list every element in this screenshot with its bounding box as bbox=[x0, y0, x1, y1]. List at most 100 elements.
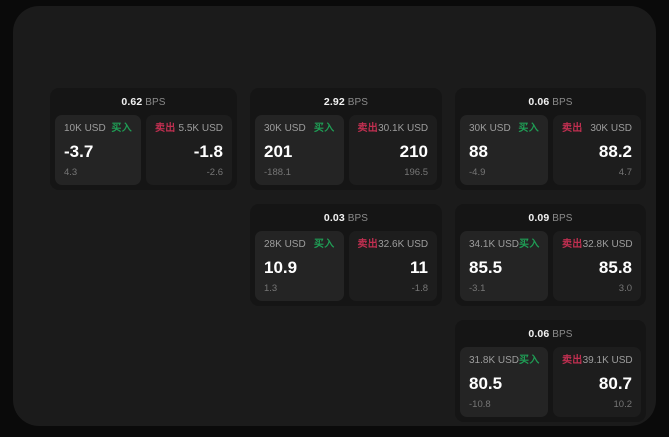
pane-pair: 28K USD 买入 10.9 1.3 卖出 32.6K USD 11 -1.8 bbox=[255, 231, 437, 301]
sell-price-value: 210 bbox=[399, 141, 428, 161]
bps-unit-label: BPS bbox=[347, 213, 369, 224]
bps-value: 2.92 bbox=[323, 96, 345, 108]
buy-delta-value: -188.1 bbox=[264, 167, 291, 178]
buy-size-label: 30K USD bbox=[264, 123, 306, 134]
pane-pair: 10K USD 买入 -3.7 4.3 卖出 5.5K USD -1.8 -2.6 bbox=[55, 115, 232, 185]
sell-pane[interactable]: 卖出 5.5K USD -1.8 -2.6 bbox=[146, 115, 232, 185]
bps-value: 0.09 bbox=[528, 212, 550, 224]
pane-header-row: 卖出 32.6K USD bbox=[358, 239, 429, 251]
sell-delta-value: 3.0 bbox=[618, 283, 632, 294]
buy-delta-value: -10.8 bbox=[469, 399, 491, 410]
sell-side-tag[interactable]: 卖出 bbox=[562, 123, 583, 134]
pane-header-row: 31.8K USD 买入 bbox=[469, 355, 539, 367]
buy-side-tag[interactable]: 买入 bbox=[519, 239, 540, 250]
quote-card[interactable]: 0.09 BPS 34.1K USD 买入 85.5 -3.1 卖出 32.8K USD 85.… bbox=[455, 204, 646, 306]
pane-header-row: 卖出 39.1K USD bbox=[562, 355, 633, 367]
buy-delta-value: 4.3 bbox=[64, 167, 78, 178]
bps-header: 2.92 BPS bbox=[255, 94, 437, 110]
sell-pane[interactable]: 卖出 30.1K USD 210 196.5 bbox=[348, 115, 437, 185]
pane-header-row: 34.1K USD 买入 bbox=[469, 239, 539, 251]
buy-pane[interactable]: 30K USD 买入 201 -188.1 bbox=[255, 115, 344, 185]
bps-value: 0.62 bbox=[121, 96, 143, 108]
sell-price-value: 11 bbox=[410, 257, 428, 277]
pane-pair: 30K USD 买入 201 -188.1 卖出 30.1K USD 210 196.5 bbox=[255, 115, 437, 185]
bps-value: 0.03 bbox=[323, 212, 345, 224]
pane-header-row: 30K USD 买入 bbox=[264, 123, 335, 135]
pane-pair: 30K USD 买入 88 -4.9 卖出 30K USD 88.2 4.7 bbox=[460, 115, 641, 185]
buy-price-value: 201 bbox=[264, 141, 293, 161]
bps-header: 0.09 BPS bbox=[460, 210, 641, 226]
sell-side-tag[interactable]: 卖出 bbox=[357, 123, 379, 134]
buy-pane[interactable]: 28K USD 买入 10.9 1.3 bbox=[255, 231, 344, 301]
pane-header-row: 卖出 30.1K USD bbox=[358, 123, 429, 135]
sell-size-label: 32.6K USD bbox=[378, 239, 429, 250]
buy-side-tag[interactable]: 买入 bbox=[519, 355, 540, 366]
buy-side-tag[interactable]: 买入 bbox=[518, 123, 539, 134]
bps-header: 0.03 BPS bbox=[255, 210, 437, 226]
pane-header-row: 28K USD 买入 bbox=[264, 239, 335, 251]
bps-header: 0.62 BPS bbox=[55, 94, 232, 110]
quote-card[interactable]: 0.06 BPS 31.8K USD 买入 80.5 -10.8 卖出 39.1K USD 80… bbox=[455, 320, 646, 422]
buy-side-tag[interactable]: 买入 bbox=[111, 123, 132, 134]
sell-size-label: 39.1K USD bbox=[582, 355, 633, 366]
sell-side-tag[interactable]: 卖出 bbox=[155, 123, 176, 134]
sell-pane[interactable]: 卖出 39.1K USD 80.7 10.2 bbox=[553, 347, 641, 417]
column-1: 0.62 BPS 10K USD 买入 -3.7 4.3 卖出 5.5K USD -1.8 -2.… bbox=[50, 88, 237, 190]
bps-unit-label: BPS bbox=[552, 213, 573, 224]
buy-price-value: -3.7 bbox=[64, 141, 94, 161]
sell-delta-value: -1.8 bbox=[411, 283, 428, 294]
sell-delta-value: 4.7 bbox=[618, 167, 632, 178]
quote-card[interactable]: 2.92 BPS 30K USD 买入 201 -188.1 卖出 30.1K USD 210 1… bbox=[250, 88, 442, 190]
pane-header-row: 卖出 32.8K USD bbox=[562, 239, 633, 251]
bps-value: 0.06 bbox=[528, 328, 550, 340]
quote-card-grid: 0.62 BPS 10K USD 买入 -3.7 4.3 卖出 5.5K USD -1.8 -2.… bbox=[50, 88, 650, 422]
pane-pair: 31.8K USD 买入 80.5 -10.8 卖出 39.1K USD 80.7 10.2 bbox=[460, 347, 641, 417]
bps-value: 0.06 bbox=[528, 96, 550, 108]
buy-pane[interactable]: 31.8K USD 买入 80.5 -10.8 bbox=[460, 347, 548, 417]
sell-delta-value: 10.2 bbox=[613, 399, 633, 410]
buy-delta-value: -3.1 bbox=[469, 283, 486, 294]
column-3: 0.06 BPS 30K USD 买入 88 -4.9 卖出 30K USD 88.2 4.7 0.… bbox=[455, 88, 646, 422]
pane-header-row: 30K USD 买入 bbox=[469, 123, 539, 135]
bps-unit-label: BPS bbox=[552, 329, 573, 340]
bps-header: 0.06 BPS bbox=[460, 94, 641, 110]
buy-pane[interactable]: 10K USD 买入 -3.7 4.3 bbox=[55, 115, 141, 185]
sell-size-label: 32.8K USD bbox=[582, 239, 633, 250]
pane-pair: 34.1K USD 买入 85.5 -3.1 卖出 32.8K USD 85.8 3.0 bbox=[460, 231, 641, 301]
sell-price-value: 88.2 bbox=[598, 141, 632, 161]
buy-delta-value: -4.9 bbox=[469, 167, 486, 178]
sell-pane[interactable]: 卖出 30K USD 88.2 4.7 bbox=[553, 115, 641, 185]
column-2: 2.92 BPS 30K USD 买入 201 -188.1 卖出 30.1K USD 210 1… bbox=[250, 88, 442, 306]
buy-side-tag[interactable]: 买入 bbox=[313, 239, 335, 250]
pane-header-row: 卖出 30K USD bbox=[562, 123, 632, 135]
buy-price-value: 88 bbox=[469, 141, 488, 161]
quote-board-surface: 0.62 BPS 10K USD 买入 -3.7 4.3 卖出 5.5K USD -1.8 -2.… bbox=[13, 6, 656, 426]
buy-pane[interactable]: 34.1K USD 买入 85.5 -3.1 bbox=[460, 231, 548, 301]
sell-pane[interactable]: 卖出 32.8K USD 85.8 3.0 bbox=[553, 231, 641, 301]
sell-side-tag[interactable]: 卖出 bbox=[562, 355, 583, 366]
sell-side-tag[interactable]: 卖出 bbox=[357, 239, 379, 250]
sell-pane[interactable]: 卖出 32.6K USD 11 -1.8 bbox=[348, 231, 437, 301]
quote-card[interactable]: 0.03 BPS 28K USD 买入 10.9 1.3 卖出 32.6K USD 11 -1.8 bbox=[250, 204, 442, 306]
sell-delta-value: -2.6 bbox=[206, 167, 223, 178]
bps-unit-label: BPS bbox=[145, 97, 166, 108]
bps-header: 0.06 BPS bbox=[460, 326, 641, 342]
buy-price-value: 80.5 bbox=[469, 373, 503, 393]
buy-size-label: 10K USD bbox=[64, 123, 106, 134]
buy-pane[interactable]: 30K USD 买入 88 -4.9 bbox=[460, 115, 548, 185]
sell-price-value: -1.8 bbox=[193, 141, 223, 161]
sell-size-label: 5.5K USD bbox=[178, 123, 223, 134]
quote-card[interactable]: 0.62 BPS 10K USD 买入 -3.7 4.3 卖出 5.5K USD -1.8 -2.… bbox=[50, 88, 237, 190]
sell-price-value: 80.7 bbox=[598, 373, 632, 393]
buy-delta-value: 1.3 bbox=[264, 283, 278, 294]
buy-price-value: 85.5 bbox=[469, 257, 503, 277]
buy-price-value: 10.9 bbox=[264, 257, 298, 277]
buy-size-label: 34.1K USD bbox=[469, 239, 520, 250]
sell-price-value: 85.8 bbox=[598, 257, 632, 277]
quote-card[interactable]: 0.06 BPS 30K USD 买入 88 -4.9 卖出 30K USD 88.2 4.7 bbox=[455, 88, 646, 190]
buy-side-tag[interactable]: 买入 bbox=[313, 123, 335, 134]
buy-size-label: 31.8K USD bbox=[469, 355, 520, 366]
sell-side-tag[interactable]: 卖出 bbox=[562, 239, 583, 250]
sell-delta-value: 196.5 bbox=[404, 167, 428, 178]
